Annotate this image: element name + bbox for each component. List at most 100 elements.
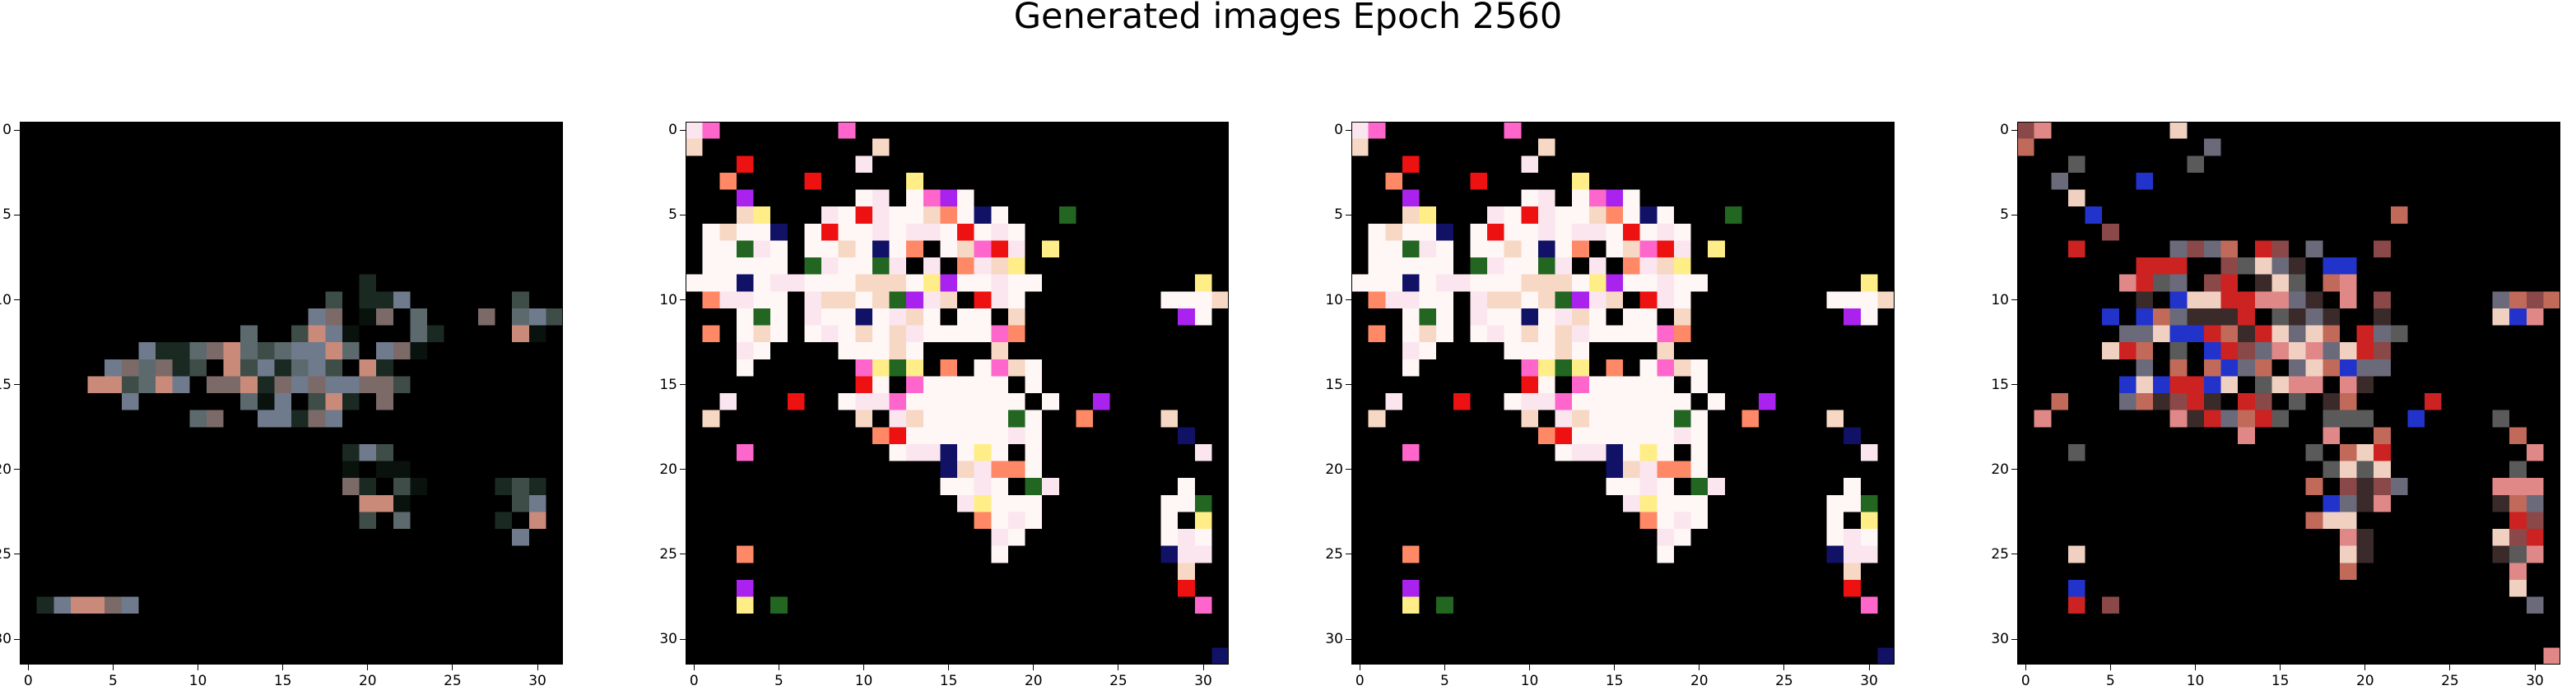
y-tick-10: [14, 299, 20, 300]
y-tick-label-0: 0: [643, 122, 677, 138]
y-tick-label-15: 15: [643, 377, 677, 393]
x-tick-label-15: 15: [932, 673, 965, 689]
x-tick-10: [2195, 665, 2196, 670]
y-tick-label-10: 10: [1309, 292, 1343, 308]
x-tick-label-0: 0: [1343, 673, 1376, 689]
y-tick-10: [1346, 299, 1351, 300]
y-tick-30: [14, 639, 20, 640]
x-tick-label-25: 25: [1768, 673, 1801, 689]
x-tick-label-30: 30: [521, 673, 554, 689]
y-tick-0: [1346, 130, 1351, 131]
x-tick-label-30: 30: [2518, 673, 2551, 689]
x-tick-label-15: 15: [267, 673, 300, 689]
generated-image-panel-3: 0 5 10 15 20 25 30 0 5 10 15 20 25 30: [1351, 122, 1895, 665]
y-tick-15: [1346, 384, 1351, 385]
axes-frame: [686, 122, 1229, 665]
y-tick-label-25: 25: [0, 546, 12, 563]
y-tick-30: [2011, 639, 2017, 640]
x-tick-label-10: 10: [1514, 673, 1546, 689]
x-tick-25: [2449, 665, 2450, 670]
y-tick-label-5: 5: [0, 206, 12, 223]
y-tick-label-20: 20: [643, 461, 677, 478]
x-tick-label-25: 25: [1102, 673, 1135, 689]
y-tick-20: [14, 469, 20, 470]
x-tick-30: [537, 665, 538, 670]
x-tick-label-30: 30: [1853, 673, 1886, 689]
x-tick-0: [694, 665, 695, 670]
x-tick-label-5: 5: [96, 673, 129, 689]
generated-image-panel-1: 0 5 10 15 20 25 30 0 5 10 15 20 25 30: [20, 122, 563, 665]
x-tick-10: [863, 665, 864, 670]
y-tick-label-5: 5: [1974, 206, 2009, 223]
y-tick-10: [680, 299, 686, 300]
y-tick-label-15: 15: [1974, 377, 2009, 393]
y-tick-0: [680, 130, 686, 131]
y-tick-label-20: 20: [1974, 461, 2009, 478]
y-tick-15: [2011, 384, 2017, 385]
x-tick-0: [28, 665, 29, 670]
x-tick-label-5: 5: [762, 673, 795, 689]
y-tick-label-30: 30: [1974, 631, 2009, 647]
x-tick-5: [2110, 665, 2111, 670]
y-tick-20: [2011, 469, 2017, 470]
axes-frame: [2017, 122, 2560, 665]
x-tick-25: [1783, 665, 1784, 670]
x-tick-15: [2280, 665, 2281, 670]
x-tick-label-0: 0: [2009, 673, 2042, 689]
y-tick-label-15: 15: [0, 377, 12, 393]
y-tick-20: [680, 469, 686, 470]
x-tick-20: [367, 665, 368, 670]
y-tick-label-20: 20: [1309, 461, 1343, 478]
x-tick-label-20: 20: [2349, 673, 2382, 689]
x-tick-label-25: 25: [436, 673, 469, 689]
y-tick-label-10: 10: [0, 292, 12, 308]
y-tick-label-0: 0: [0, 122, 12, 138]
x-tick-label-30: 30: [1187, 673, 1220, 689]
y-tick-label-5: 5: [643, 206, 677, 223]
x-tick-label-15: 15: [2264, 673, 2297, 689]
x-tick-label-25: 25: [2434, 673, 2467, 689]
y-tick-15: [680, 384, 686, 385]
x-tick-label-0: 0: [12, 673, 44, 689]
x-tick-label-10: 10: [848, 673, 881, 689]
x-tick-5: [1444, 665, 1445, 670]
y-tick-label-30: 30: [1309, 631, 1343, 647]
x-tick-label-20: 20: [1017, 673, 1050, 689]
axes-frame: [20, 122, 563, 665]
x-tick-label-10: 10: [2179, 673, 2212, 689]
y-tick-label-0: 0: [1974, 122, 2009, 138]
y-tick-label-30: 30: [643, 631, 677, 647]
y-tick-label-25: 25: [1974, 546, 2009, 563]
y-tick-0: [14, 130, 20, 131]
x-tick-0: [2025, 665, 2026, 670]
y-tick-label-20: 20: [0, 461, 12, 478]
y-tick-label-10: 10: [643, 292, 677, 308]
x-tick-15: [1614, 665, 1615, 670]
figure-title: Generated images Epoch 2560: [0, 0, 2576, 33]
x-tick-20: [1033, 665, 1034, 670]
y-tick-20: [1346, 469, 1351, 470]
x-tick-label-10: 10: [182, 673, 215, 689]
y-tick-label-0: 0: [1309, 122, 1343, 138]
y-tick-15: [14, 384, 20, 385]
x-tick-10: [1529, 665, 1530, 670]
y-tick-label-5: 5: [1309, 206, 1343, 223]
x-tick-label-0: 0: [677, 673, 710, 689]
x-tick-25: [452, 665, 453, 670]
y-tick-30: [1346, 639, 1351, 640]
generated-image-panel-2: 0 5 10 15 20 25 30 0 5 10 15 20 25 30: [686, 122, 1229, 665]
generated-image-panel-4: 0 5 10 15 20 25 30 0 5 10 15 20 25 30: [2017, 122, 2560, 665]
x-tick-5: [113, 665, 114, 670]
y-tick-label-25: 25: [643, 546, 677, 563]
x-tick-30: [1203, 665, 1204, 670]
x-tick-label-5: 5: [2094, 673, 2127, 689]
x-tick-label-20: 20: [1683, 673, 1716, 689]
y-tick-label-10: 10: [1974, 292, 2009, 308]
x-tick-15: [282, 665, 283, 670]
x-tick-20: [2364, 665, 2365, 670]
x-tick-15: [948, 665, 949, 670]
y-tick-30: [680, 639, 686, 640]
y-tick-label-15: 15: [1309, 377, 1343, 393]
y-tick-0: [2011, 130, 2017, 131]
x-tick-label-20: 20: [351, 673, 384, 689]
